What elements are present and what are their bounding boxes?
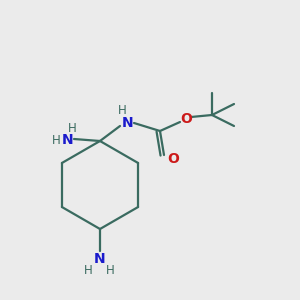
Text: H: H <box>118 104 126 118</box>
Text: O: O <box>167 152 179 166</box>
Text: H: H <box>68 122 76 134</box>
Text: H: H <box>52 134 60 146</box>
Text: H: H <box>84 265 92 278</box>
Text: N: N <box>94 252 106 266</box>
Text: N: N <box>122 116 134 130</box>
Text: H: H <box>106 263 114 277</box>
Text: N: N <box>62 133 74 147</box>
Text: O: O <box>180 112 192 126</box>
